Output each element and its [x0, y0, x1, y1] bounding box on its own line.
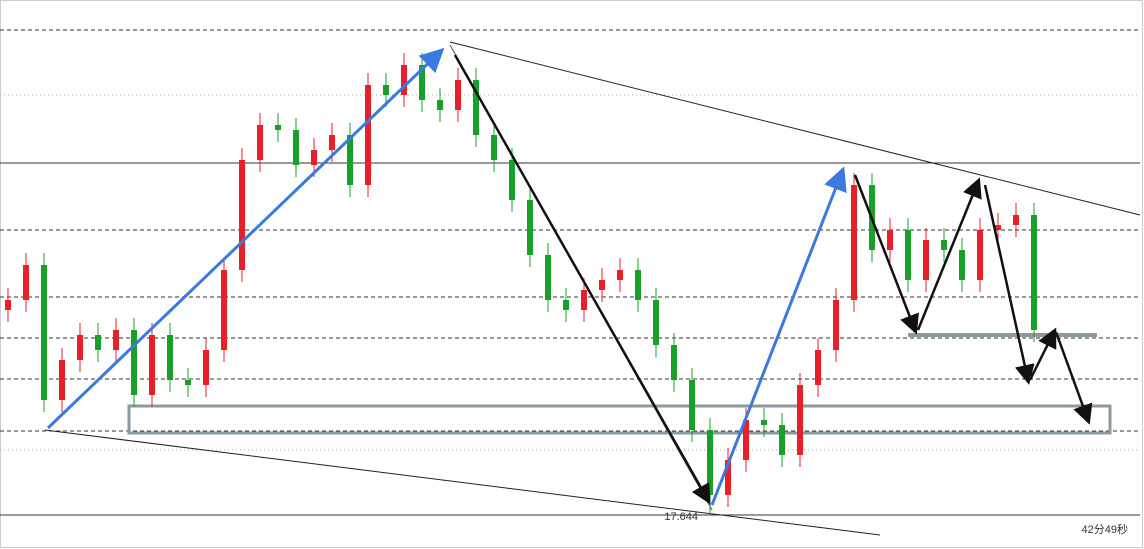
candle-body: [41, 265, 47, 400]
candle-body: [959, 250, 965, 280]
candle-body: [635, 270, 641, 300]
candle-body: [923, 240, 929, 280]
candle-body: [617, 270, 623, 280]
candle-body: [95, 335, 101, 350]
candle-body: [77, 335, 83, 360]
candle-body: [203, 350, 209, 385]
candle-body: [797, 385, 803, 455]
candle-body: [545, 255, 551, 300]
candle-body: [941, 240, 947, 250]
candle-body: [419, 65, 425, 100]
candle-body: [257, 125, 263, 160]
candle-body: [167, 335, 173, 380]
candle-body: [815, 350, 821, 385]
candle-body: [509, 160, 515, 200]
candle-body: [1031, 215, 1037, 330]
candle-body: [311, 150, 317, 165]
candle-body: [59, 360, 65, 400]
candle-body: [707, 430, 713, 495]
candle-body: [473, 80, 479, 135]
candle-body: [491, 135, 497, 160]
guides: [0, 29, 1141, 536]
candle-body: [383, 85, 389, 95]
candle-body: [347, 135, 353, 185]
candle-body: [563, 300, 569, 310]
candle-body: [1013, 215, 1019, 225]
arrows: [46, 47, 1093, 506]
candle-body: [743, 420, 749, 460]
countdown: 42分49秒: [1082, 522, 1128, 536]
candles: [5, 53, 1037, 515]
candle-body: [581, 290, 587, 310]
candle-body: [113, 330, 119, 350]
candle-body: [671, 345, 677, 380]
candle-body: [725, 460, 731, 495]
candle-body: [653, 300, 659, 345]
candle-body: [221, 270, 227, 350]
candle-body: [527, 200, 533, 255]
candle-body: [455, 80, 461, 110]
candle-body: [599, 280, 605, 290]
candle-body: [131, 330, 137, 395]
candle-body: [851, 185, 857, 300]
candle-body: [833, 300, 839, 350]
candle-body: [293, 130, 299, 165]
candle-body: [401, 65, 407, 95]
candle-body: [995, 225, 1001, 230]
candle-body: [779, 425, 785, 455]
candle-body: [437, 100, 443, 110]
candle-body: [365, 85, 371, 185]
candle-body: [275, 125, 281, 130]
candle-body: [887, 230, 893, 250]
candle-body: [5, 300, 11, 310]
candle-body: [239, 160, 245, 270]
candle-body: [329, 135, 335, 150]
candle-body: [977, 230, 983, 280]
candle-body: [761, 420, 767, 425]
candle-body: [689, 380, 695, 430]
candle-body: [149, 335, 155, 395]
candle-body: [905, 230, 911, 280]
low-label: 17.644: [664, 511, 698, 523]
candle-body: [185, 380, 191, 385]
candle-body: [23, 265, 29, 300]
